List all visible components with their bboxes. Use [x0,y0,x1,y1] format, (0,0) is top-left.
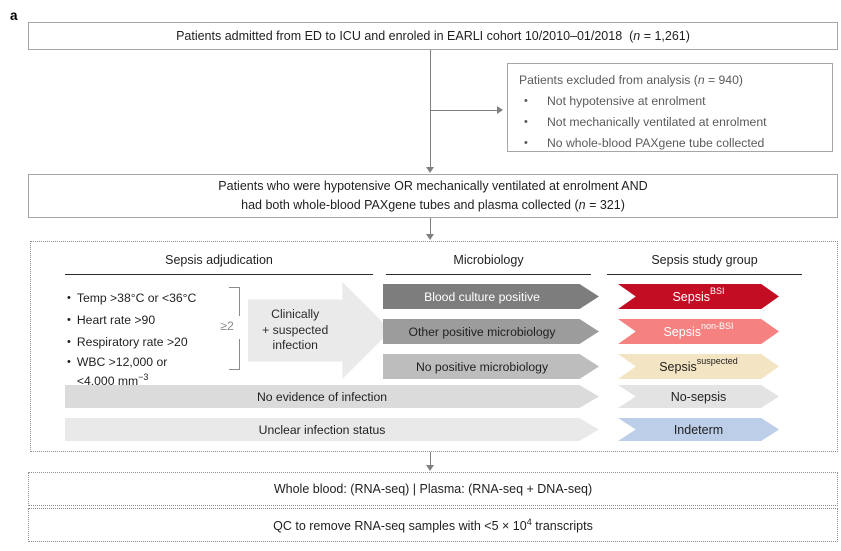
excluded-box: Patients excluded from analysis (n = 940… [507,63,833,152]
arrowhead-right-excluded [497,106,503,114]
qc-box: QC to remove RNA-seq samples with <5 × 1… [28,508,838,542]
bracket-top [229,287,240,316]
arrowhead-down-2 [426,234,434,240]
underline-sepsis-study-group [607,274,802,275]
excluded-title: Patients excluded from analysis (n = 940… [519,73,743,87]
cohort-box-text: Patients admitted from ED to ICU and enr… [176,29,690,43]
adjudication-panel: Sepsis adjudication Microbiology Sepsis … [30,241,838,452]
eligible-box: Patients who were hypotensive OR mechani… [28,174,838,218]
sequencing-box-text: Whole blood: (RNA-seq) | Plasma: (RNA-se… [273,482,593,496]
arrowhead-down-1 [426,167,434,173]
chevron-sepsis-bsi: SepsisBSI [618,284,779,309]
arrow-other-positive-microbiology: Other positive microbiology [383,319,599,344]
big-arrow-text: Clinically + suspected infection [262,307,329,353]
clinically-suspected-infection-arrow: Clinically + suspected infection [248,282,391,379]
bullet-icon: • [67,336,71,348]
excluded-bullet-1: • Not hypotensive at enrolment [519,91,822,112]
arrow-no-positive-microbiology: No positive microbiology [383,354,599,379]
figure-label: a [10,8,18,23]
arrow-blood-culture-positive: Blood culture positive [383,284,599,309]
excluded-bullet-3: • No whole-blood PAXgene tube collected [519,133,822,154]
criterion-heart-rate: • Heart rate >90 [67,313,156,327]
bullet-icon: • [67,292,71,304]
chevron-indeterm: Indeterm [618,418,779,441]
cohort-box: Patients admitted from ED to ICU and enr… [28,22,838,50]
bullet-icon: • [67,356,71,368]
underline-microbiology [386,274,591,275]
arrowhead-down-3 [426,465,434,471]
excluded-bullet-2: • Not mechanically ventilated at enrolme… [519,112,822,133]
underline-sepsis-adjudication [65,274,373,275]
connector-branch-excluded [430,110,497,111]
connector-line-3 [430,452,431,466]
threshold-label: ≥2 [220,319,234,333]
header-microbiology: Microbiology [453,253,524,267]
eligible-line-2: had both whole-blood PAXgene tubes and p… [241,198,625,212]
bullet-icon: • [524,116,528,128]
connector-line-2 [430,218,431,234]
bullet-icon: • [524,137,528,149]
chevron-sepsis-suspected: Sepsissuspected [618,354,779,379]
header-sepsis-adjudication: Sepsis adjudication [165,253,273,267]
criterion-respiratory-rate: • Respiratory rate >20 [67,335,188,349]
eligible-line-1: Patients who were hypotensive OR mechani… [218,179,648,193]
sequencing-box: Whole blood: (RNA-seq) | Plasma: (RNA-se… [28,472,838,506]
criterion-temp: • Temp >38°C or <36°C [67,291,197,305]
chevron-no-sepsis: No-sepsis [618,385,779,408]
bullet-icon: • [524,95,528,107]
arrow-no-evidence-of-infection: No evidence of infection [65,385,599,408]
bullet-icon: • [67,314,71,326]
bracket-bottom [229,339,240,370]
qc-box-text: QC to remove RNA-seq samples with <5 × 1… [273,516,593,534]
arrow-unclear-infection-status: Unclear infection status [65,418,599,441]
chevron-sepsis-non-bsi: Sepsisnon-BSI [618,319,779,344]
criterion-wbc: • WBC >12,000 or <4,000 mm−3 [67,355,168,389]
header-sepsis-study-group: Sepsis study group [651,253,758,267]
connector-line-1 [430,50,431,168]
